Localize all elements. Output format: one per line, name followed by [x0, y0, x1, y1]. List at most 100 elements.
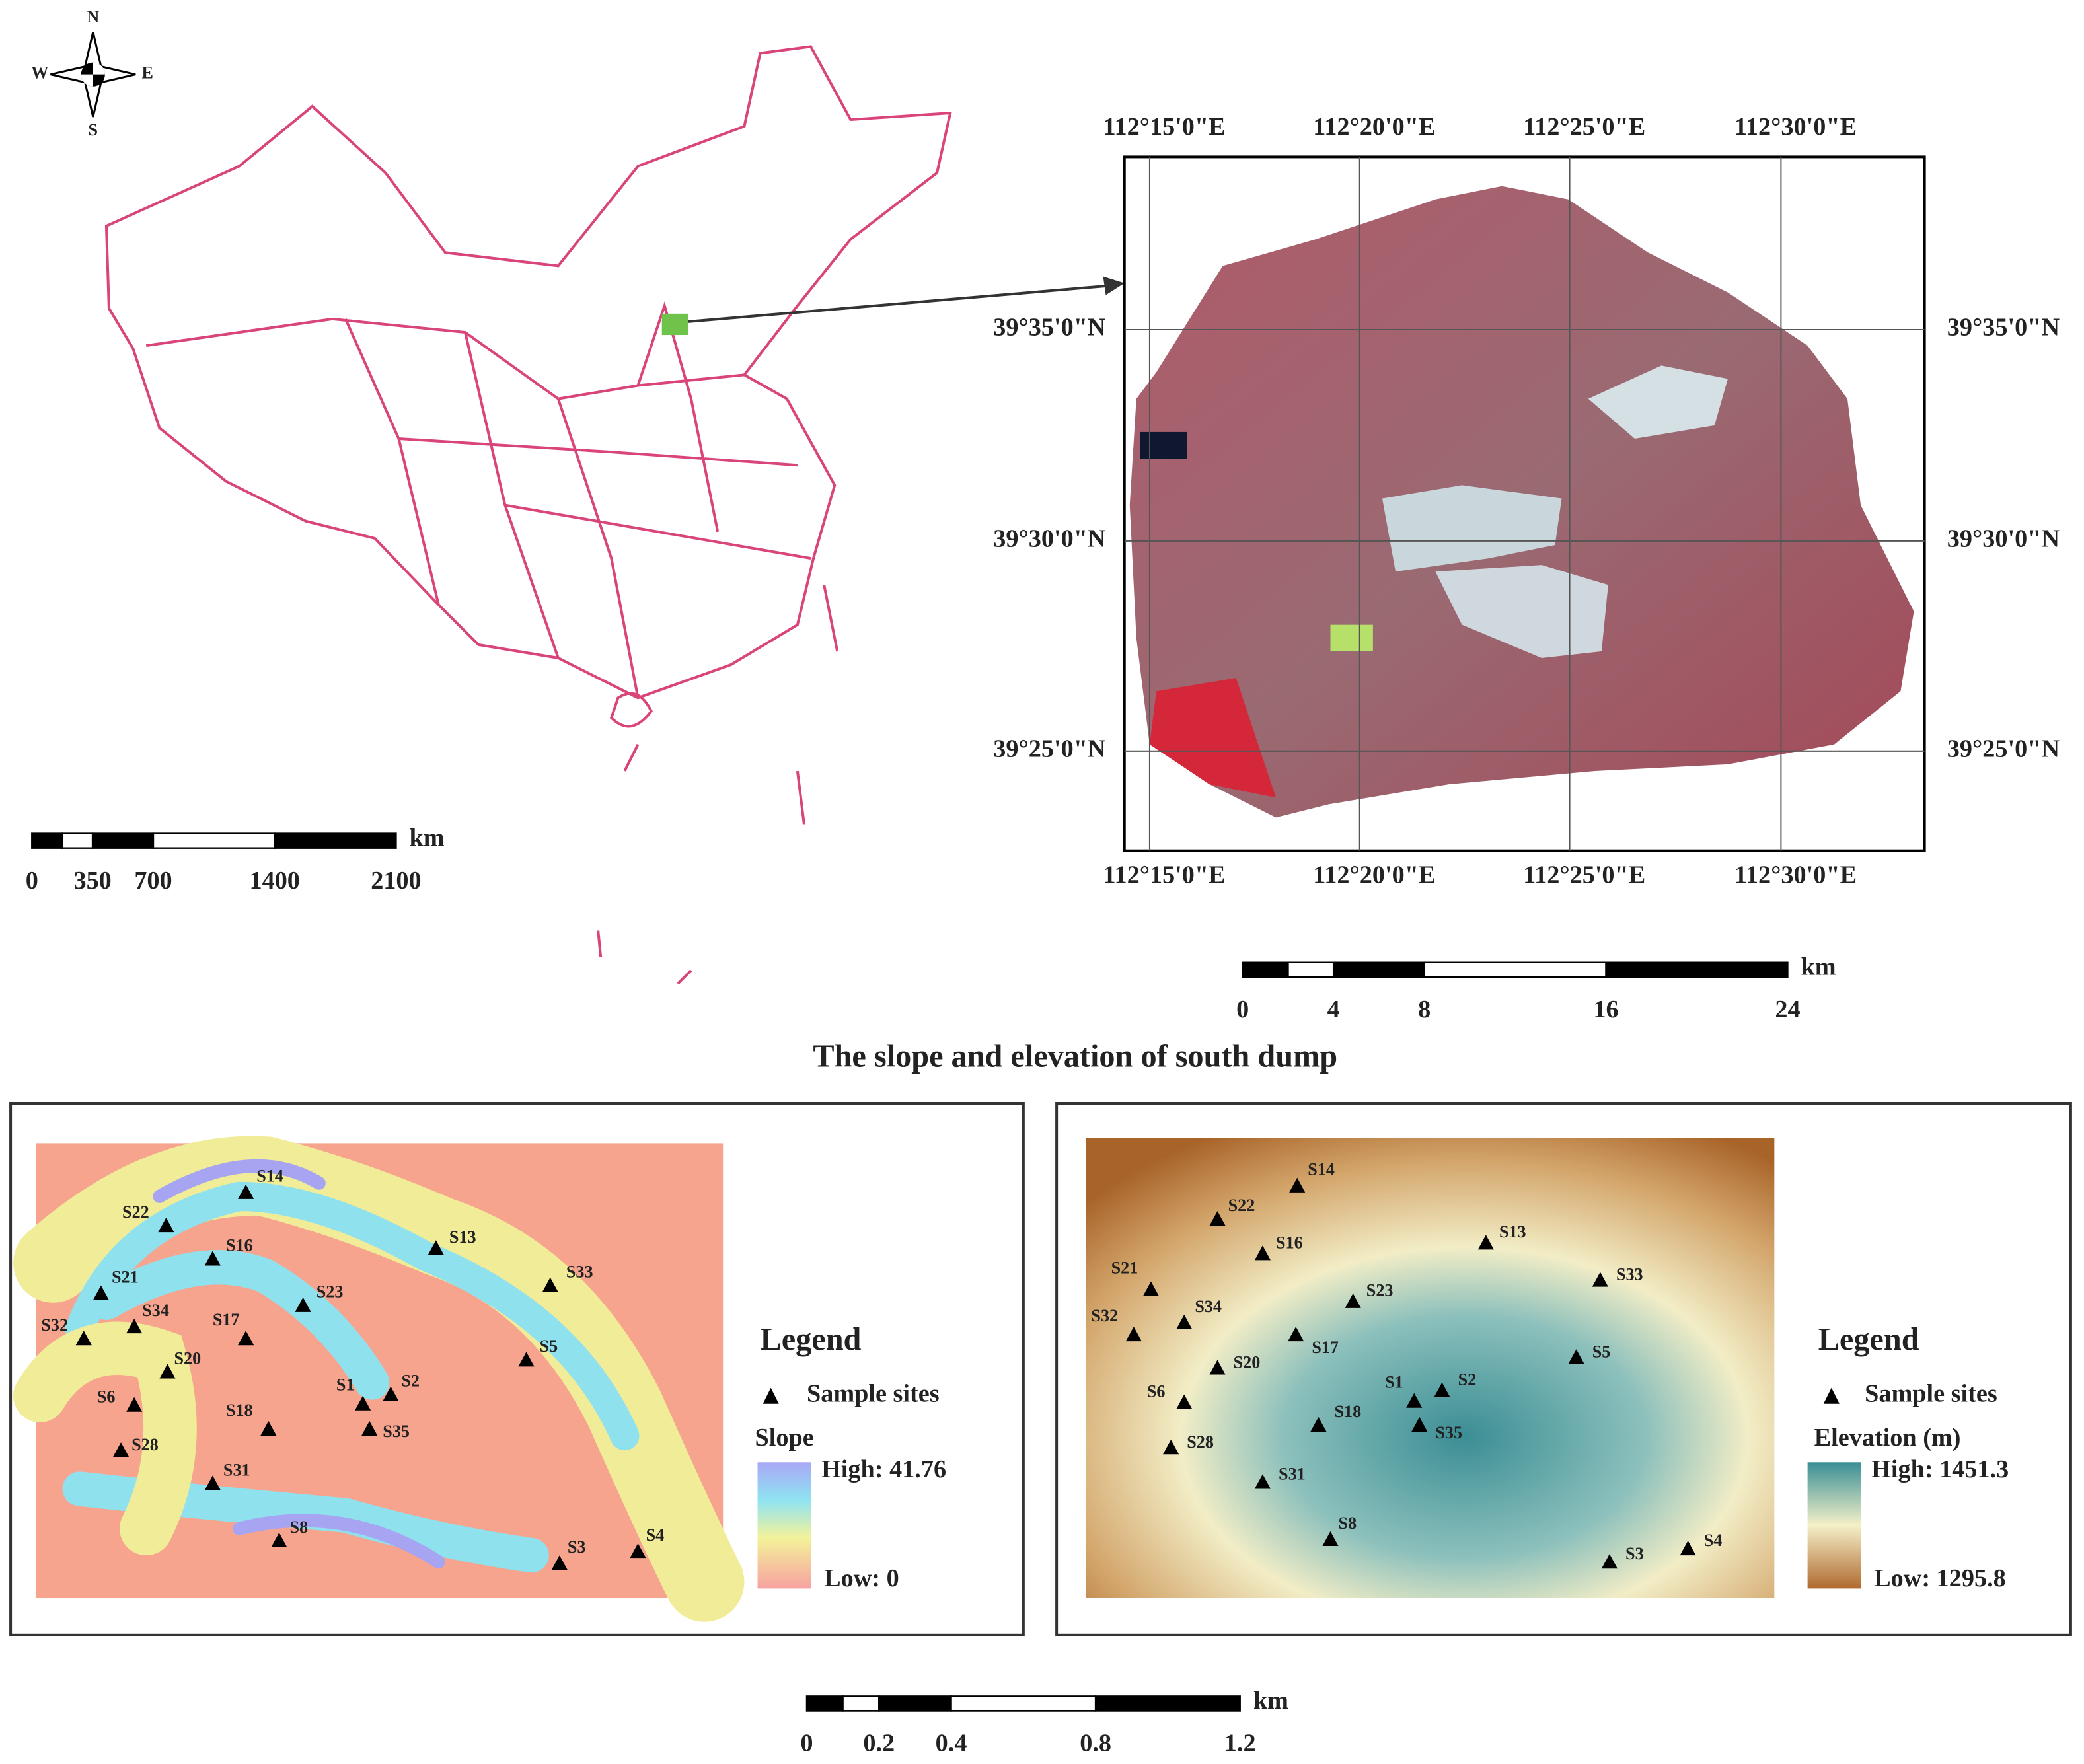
site-symbol	[1434, 1382, 1450, 1397]
mine-pit	[1435, 565, 1608, 658]
legend-title: Legend	[1818, 1322, 1919, 1357]
site-label: S16	[1276, 1233, 1303, 1252]
scale-label: 1400	[249, 867, 299, 895]
site-symbol	[1163, 1440, 1179, 1455]
site-symbol	[1568, 1349, 1584, 1364]
site-label: S23	[1366, 1281, 1394, 1300]
sample-sites: S14 S22 S16 S13 S21 S33 S23 S34 S32 S17 S5 S20 S1 S2 S…	[41, 1160, 1722, 1570]
coord-label: 112°30'0"E	[1734, 862, 1857, 889]
site-label: S35	[1435, 1423, 1462, 1442]
scale-label: 350	[73, 867, 111, 895]
scale-label: 0.4	[936, 1730, 967, 1757]
coord-label: 39°30'0"N	[993, 525, 1106, 553]
site-label: S4	[1704, 1531, 1723, 1550]
coord-label: 39°35'0"N	[1947, 314, 2060, 342]
site-symbol	[1125, 1327, 1142, 1342]
site-symbol	[1288, 1327, 1304, 1342]
site-symbol	[238, 1184, 254, 1199]
site-label: S6	[97, 1387, 116, 1407]
site-symbol	[428, 1240, 444, 1255]
site-symbol	[1680, 1540, 1696, 1556]
site-symbol	[1209, 1210, 1226, 1226]
site-label: S22	[1228, 1196, 1255, 1215]
site-symbol	[355, 1395, 371, 1411]
legend-layer: Slope	[755, 1424, 814, 1452]
scale-label: 0	[26, 867, 38, 895]
china-map	[104, 45, 952, 985]
site-symbol	[630, 1543, 646, 1559]
site-label: S18	[226, 1401, 253, 1420]
site-label: S32	[1091, 1306, 1118, 1325]
scale-label: 0.2	[863, 1730, 895, 1757]
site-symbol	[159, 1364, 176, 1379]
site-symbol	[112, 1442, 130, 1457]
site-label: S34	[142, 1301, 169, 1320]
coord-label: 39°35'0"N	[993, 314, 1106, 342]
site-symbol	[204, 1251, 221, 1266]
compass-e: E	[142, 63, 153, 83]
coord-label: 112°15'0"E	[1103, 113, 1225, 141]
site-label: S6	[1147, 1382, 1166, 1401]
site-label: S14	[1308, 1160, 1335, 1179]
scale-segment	[1242, 961, 1289, 978]
site-symbol	[295, 1297, 311, 1312]
site-symbol	[518, 1352, 535, 1367]
islands	[597, 584, 839, 985]
site-symbol	[126, 1318, 143, 1334]
site-symbol	[1176, 1314, 1193, 1330]
site-label: S35	[383, 1422, 410, 1441]
coord-label: 39°25'0"N	[993, 735, 1106, 763]
legend-layer: Elevation (m)	[1814, 1424, 1961, 1452]
scale-segment	[61, 832, 94, 849]
coord-label: 112°30'0"E	[1734, 113, 1857, 141]
site-symbol	[1477, 1235, 1494, 1250]
site-symbol	[1254, 1474, 1271, 1489]
site-symbol	[1322, 1531, 1339, 1547]
coord-label: 39°25'0"N	[1947, 735, 2060, 763]
coord-label: 112°20'0"E	[1313, 862, 1435, 889]
coord-label: 112°25'0"E	[1523, 113, 1645, 141]
site-label: S31	[1279, 1464, 1306, 1483]
legend-low: Low: 0	[824, 1564, 899, 1592]
compass-n: N	[87, 7, 99, 26]
site-label: S28	[131, 1435, 159, 1454]
scale-label: 2100	[371, 867, 421, 895]
site-symbol	[271, 1532, 287, 1548]
site-label: S33	[1616, 1265, 1643, 1284]
site-label: S16	[226, 1235, 253, 1255]
site-symbol	[383, 1386, 399, 1401]
site-label: S8	[290, 1518, 309, 1537]
site-symbol	[1289, 1177, 1306, 1193]
site-label: S14	[256, 1167, 283, 1186]
coord-label: 112°20'0"E	[1313, 113, 1435, 141]
site-symbol	[1601, 1554, 1618, 1569]
site-label: S3	[1625, 1544, 1644, 1563]
site-symbol	[1176, 1394, 1193, 1409]
site-symbol	[75, 1331, 92, 1346]
site-symbol	[1345, 1293, 1361, 1308]
site-label: S33	[566, 1263, 593, 1282]
compass-quadrant	[81, 62, 105, 87]
scale-label: 0	[1236, 996, 1249, 1023]
scale-segment	[1605, 961, 1789, 978]
vegetation	[1149, 678, 1277, 798]
site-label: S1	[336, 1376, 355, 1395]
site-symbol	[1406, 1393, 1423, 1408]
coord-label: 39°30'0"N	[1947, 525, 2060, 553]
scale-segment	[1332, 961, 1425, 978]
arrow-head	[1103, 276, 1125, 295]
site-label: S20	[174, 1348, 202, 1368]
legend-site-symbol	[1823, 1387, 1840, 1404]
scale-segment	[91, 832, 155, 849]
site-label: S4	[646, 1525, 665, 1545]
site-symbol	[260, 1420, 277, 1436]
legend-low: Low: 1295.8	[1874, 1564, 2006, 1592]
slope-legend-ramp	[757, 1462, 811, 1589]
site-label: S18	[1335, 1402, 1362, 1421]
scale-label: 16	[1593, 996, 1618, 1023]
scale-label: 4	[1327, 996, 1340, 1023]
scale-segment	[1287, 961, 1335, 978]
site-label: S32	[41, 1315, 68, 1335]
